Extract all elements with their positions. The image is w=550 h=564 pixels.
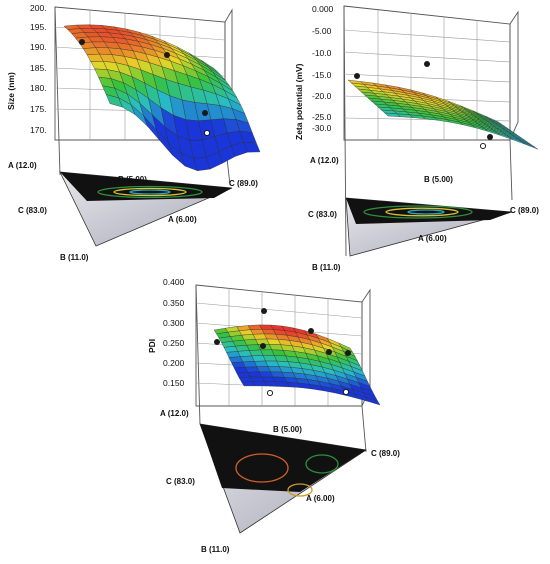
ytick: 175. [30,104,47,114]
design-point [479,142,487,150]
ytick: 0.350 [163,298,185,308]
ytick: 170. [30,125,47,135]
vertex-label: A (12.0) [310,156,339,165]
y-axis-label: Zeta potential (mV) [294,63,304,140]
ytick: 190. [30,42,47,52]
ytick: -10.0 [312,48,332,58]
ytick: 0.400 [163,277,185,287]
vertex-label: A (12.0) [8,161,37,170]
surface-patch [522,141,539,150]
vertex-label: C (83.0) [18,206,47,215]
vertex-label: B (11.0) [60,253,89,262]
ytick: 0.000 [312,4,334,14]
y-axis-label: PDI [147,339,157,353]
vertex-label: B (5.00) [118,175,147,184]
ytick: 195. [30,22,47,32]
design-point [424,61,430,67]
vertex-label: B (11.0) [201,545,230,554]
surface-patch [228,356,244,363]
design-point [164,52,170,58]
vertex-label: C (83.0) [166,477,195,486]
ytick: -30.0 [312,123,332,133]
design-point [203,129,211,137]
vertex-label: A (12.0) [160,409,189,418]
design-point [354,73,360,79]
vertex-label: B (11.0) [312,263,341,272]
design-point [202,110,208,116]
panel-pdi: 0.400 0.350 0.300 0.250 0.200 0.150 PDI … [147,277,400,554]
ytick: 0.200 [163,358,185,368]
design-point [487,134,493,140]
design-point [214,339,220,345]
ytick: 0.300 [163,318,185,328]
vertex-label: A (6.00) [418,234,447,243]
vertex-label: A (6.00) [168,215,197,224]
design-point [261,308,267,314]
ytick: 0.250 [163,338,185,348]
design-point [79,39,85,45]
ytick: -25.0 [312,112,332,122]
design-point [308,328,314,334]
contour-region [346,198,512,224]
design-point [266,389,274,397]
contour-region [200,424,366,492]
surface-size [63,24,261,172]
design-point [345,350,351,356]
vertex-label: C (89.0) [371,449,400,458]
ytick: 200. [30,3,47,13]
vertex-label: C (89.0) [229,179,258,188]
surface-patch [193,156,211,171]
vertex-label: B (5.00) [273,425,302,434]
design-point [326,349,332,355]
contour-lines [235,453,339,497]
ytick: 185. [30,63,47,73]
surface-patch [233,367,249,373]
design-point [342,388,350,396]
ytick: 0.150 [163,378,185,388]
surface-patch [231,361,246,368]
vertex-label: C (89.0) [510,206,539,215]
panel-size: 200. 195. 190. 185. 180. 175. 170. Size … [6,3,261,262]
surface-patch [241,381,256,387]
surface-patch [365,397,381,406]
ytick: -20.0 [312,91,332,101]
surface-pdi [213,324,381,406]
ytick: -5.00 [312,26,332,36]
ytick: 180. [30,83,47,93]
surface-zeta [347,79,539,150]
surface-patch [238,376,254,383]
surface-patch [236,372,251,378]
panel-zeta: 0.000 -5.00 -10.0 -15.0 -20.0 -25.0 -30.… [294,4,539,272]
vertex-label: C (83.0) [308,210,337,219]
y-axis-label: Size (nm) [6,72,16,110]
ytick: -15.0 [312,70,332,80]
design-point [260,343,266,349]
contour-lines [363,205,473,219]
contour-lines [97,185,203,199]
vertex-label: A (6.00) [306,494,335,503]
vertex-label: B (5.00) [424,175,453,184]
